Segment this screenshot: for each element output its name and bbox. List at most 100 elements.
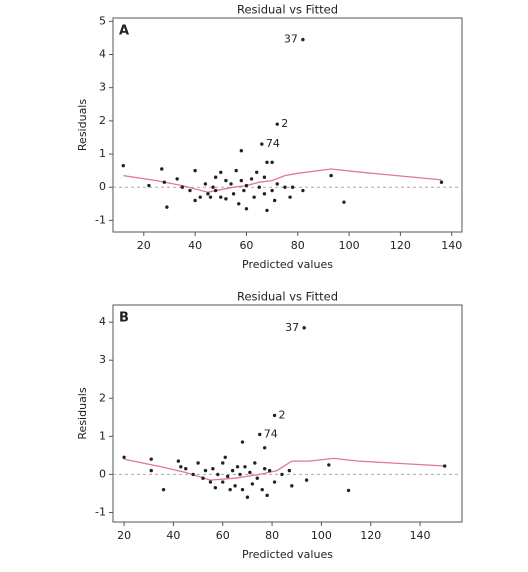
data-point [267,468,272,473]
data-point [301,37,305,42]
data-point [240,440,245,444]
y-axis-label: Residuals [76,99,89,151]
data-point [244,207,249,211]
x-axis-label: Predicted values [242,548,333,561]
data-point [219,195,223,199]
data-point [191,472,195,477]
plot-frame [112,17,463,233]
data-point [193,168,197,173]
data-point [239,178,244,183]
data-point [122,455,126,459]
smooth-line [123,168,442,193]
y-tick-label: 4 [99,47,106,60]
data-point [211,467,215,471]
x-tick-label: 140 [441,239,462,252]
data-point [219,170,223,174]
data-point [301,188,305,193]
data-point [228,487,232,492]
data-point [252,195,256,199]
data-point [184,467,188,471]
data-point [257,185,261,189]
panel-label: A [119,24,129,39]
data-point [239,149,244,153]
data-point [216,472,220,477]
data-point [161,487,166,492]
data-point [223,455,227,459]
data-point [149,457,153,461]
data-point [242,188,246,193]
data-point [221,480,225,484]
data-point [231,192,236,196]
data-point [213,486,218,490]
data-point [275,182,279,186]
data-point [250,482,255,486]
y-tick-label: 2 [99,114,106,127]
x-tick-label: 80 [291,239,305,252]
data-point [342,200,346,204]
data-point [255,476,259,480]
data-point [208,195,213,199]
data-point [255,170,259,174]
data-point [265,160,269,165]
x-tick-label: 140 [410,529,431,542]
y-tick-label: -1 [95,213,106,226]
data-point [201,476,205,480]
data-point [230,468,235,473]
x-tick-label: 20 [117,529,131,542]
point-label: 2 [281,117,288,130]
data-point [290,484,294,488]
x-tick-label: 40 [188,239,202,252]
y-tick-label: 1 [99,429,106,442]
data-point [224,178,228,183]
data-point [121,163,125,168]
data-point [270,160,274,165]
data-point [203,182,208,186]
y-axis-label: Residuals [76,387,89,439]
y-tick-label: 1 [99,147,106,160]
y-tick-label: 0 [99,467,106,480]
data-point [272,413,277,418]
data-point [238,472,242,477]
data-point [265,493,269,498]
data-point [165,205,169,209]
data-point [234,168,238,173]
point-label: 74 [266,137,280,150]
x-tick-label: 100 [311,529,332,542]
data-point [253,461,257,465]
x-tick-label: 20 [137,239,151,252]
data-point [244,183,249,188]
data-point [237,202,241,206]
data-point [329,173,333,178]
data-point [213,175,218,179]
data-point [211,185,215,189]
data-point [188,188,192,193]
data-point [162,180,167,184]
data-point [175,177,179,181]
data-point [149,468,153,473]
data-point [262,175,267,179]
data-point [262,467,267,471]
data-point [265,208,269,213]
data-point [206,192,210,196]
y-tick-label: 4 [99,315,106,328]
data-point [208,480,213,484]
data-point [346,488,351,493]
y-tick-label: 3 [99,81,106,94]
x-axis-label: Predicted values [242,258,333,271]
data-point [260,487,264,492]
x-tick-label: 80 [265,529,279,542]
y-tick-label: 0 [99,180,106,193]
panel-label: B [119,311,129,326]
x-tick-label: 60 [216,529,230,542]
data-point [275,122,279,126]
data-point [290,185,295,189]
y-tick-label: 5 [99,14,106,27]
data-point [203,468,208,473]
data-point [272,480,277,484]
data-point [160,167,164,171]
data-point [262,446,267,450]
data-point [179,465,183,469]
data-point [221,461,225,465]
data-point [245,495,250,499]
